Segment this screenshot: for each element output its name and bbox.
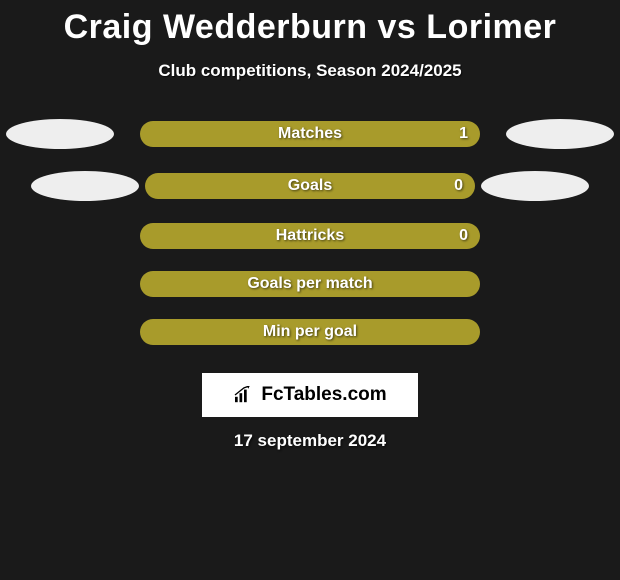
vs-text: vs (378, 8, 417, 46)
stat-row: Min per goal (0, 319, 620, 345)
stat-row: Goals per match (0, 271, 620, 297)
player2-name: Lorimer (426, 8, 556, 46)
stat-bar: Hattricks 0 (140, 223, 480, 249)
stat-label: Min per goal (263, 323, 357, 341)
stat-bar: Matches 1 (140, 121, 480, 147)
left-ellipse (31, 171, 139, 201)
stat-label: Goals (288, 177, 332, 195)
stat-value: 0 (454, 177, 463, 195)
logo-text: FcTables.com (261, 384, 386, 406)
logo-box: FcTables.com (202, 373, 418, 417)
chart-icon (233, 386, 255, 404)
stat-bar: Goals 0 (145, 173, 475, 199)
stat-bar: Min per goal (140, 319, 480, 345)
stat-row: Goals 0 (0, 171, 620, 201)
player1-name: Craig Wedderburn (64, 8, 368, 46)
subtitle: Club competitions, Season 2024/2025 (158, 61, 461, 81)
right-ellipse (506, 119, 614, 149)
date-text: 17 september 2024 (234, 431, 386, 451)
stat-row: Hattricks 0 (0, 223, 620, 249)
logo: FcTables.com (233, 384, 386, 406)
stat-value: 0 (459, 227, 468, 245)
stat-rows: Matches 1 Goals 0 Hattricks 0 Goals per match M… (0, 119, 620, 367)
stat-label: Goals per match (247, 275, 372, 293)
left-ellipse (6, 119, 114, 149)
stat-bar: Goals per match (140, 271, 480, 297)
stat-row: Matches 1 (0, 119, 620, 149)
comparison-infographic: Craig Wedderburn vs Lorimer Club competi… (0, 0, 620, 451)
stat-value: 1 (459, 125, 468, 143)
stat-label: Hattricks (276, 227, 344, 245)
page-title: Craig Wedderburn vs Lorimer (64, 8, 557, 47)
right-ellipse (481, 171, 589, 201)
stat-label: Matches (278, 125, 342, 143)
